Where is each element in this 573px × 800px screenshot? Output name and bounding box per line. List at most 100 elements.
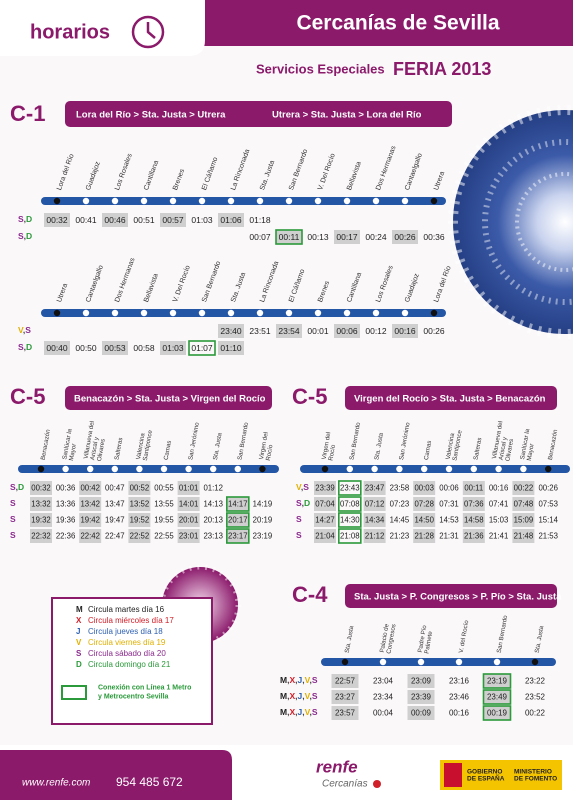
time-value: 23:39 (315, 484, 335, 493)
time-cell (177, 529, 200, 543)
ministry-label: MINISTERIO DE FOMENTO (514, 768, 557, 782)
time-value: 14:30 (340, 516, 360, 525)
station-name: Villanueva del Ariscal y Olivares (491, 419, 518, 462)
time-value: 23:52 (525, 693, 546, 702)
time-cell (363, 513, 386, 527)
station-name: Cantillana (346, 272, 363, 304)
route-bar (65, 101, 452, 127)
time-value: 19:32 (31, 516, 51, 525)
tab-label: horarios (30, 21, 110, 43)
station-dot (531, 658, 539, 666)
time-cell (331, 674, 359, 688)
station-dot (198, 197, 206, 205)
station-name: Lora del Río (433, 265, 453, 303)
time-value: 00:04 (373, 709, 394, 718)
station-dot (321, 465, 329, 473)
time-value: 00:52 (130, 484, 150, 493)
time-cell (392, 324, 418, 338)
days-label: M,X,J,V,S (280, 707, 318, 717)
time-value: 07:23 (390, 500, 410, 509)
time-value: 23:22 (525, 677, 546, 686)
time-value: 13:32 (31, 500, 51, 509)
time-value: 01:06 (220, 215, 242, 225)
time-cell (314, 513, 336, 527)
time-cell (226, 513, 249, 527)
clock-icon (131, 15, 165, 49)
time-value: 07:28 (414, 500, 434, 509)
station-name: V. Del Rocío (172, 265, 192, 304)
time-cell (102, 213, 128, 227)
time-value: 21:41 (489, 532, 509, 541)
time-value: 00:51 (133, 215, 155, 225)
station-dot (372, 197, 380, 205)
station-dot (160, 465, 168, 473)
station-dot (140, 197, 148, 205)
days-label: M,X,J,V,S (280, 675, 318, 685)
station-dot (82, 309, 90, 317)
time-cell (512, 497, 535, 511)
station-name: Benacazón (547, 428, 559, 460)
station-name: Sanlúcar la Mayor (61, 427, 80, 462)
time-value: 00:53 (104, 343, 126, 353)
legend-code: D (76, 660, 82, 669)
station-dot (341, 658, 349, 666)
station-name: Cantaelgallo (85, 264, 105, 303)
time-value: 00:47 (105, 484, 125, 493)
station-name: Camas (163, 440, 173, 461)
time-cell (314, 481, 336, 495)
station-name: Dos Hermanas (375, 145, 398, 192)
station-name: Sta. Justa (259, 160, 276, 192)
station-dot (285, 309, 293, 317)
time-value: 13:36 (56, 500, 76, 509)
metro-connection-box (337, 528, 362, 544)
time-value: 20:13 (203, 516, 223, 525)
time-value: 23:54 (278, 326, 300, 336)
time-value: 15:14 (538, 516, 558, 525)
days-label: V,S (296, 482, 309, 492)
time-value: 00:36 (423, 232, 445, 242)
time-value: 21:53 (538, 532, 558, 541)
time-value: 13:47 (105, 500, 125, 509)
time-value: 14:53 (439, 516, 459, 525)
time-cell (276, 324, 302, 338)
time-value: 00:26 (538, 484, 558, 493)
station-dot (259, 465, 266, 473)
time-value: 00:58 (133, 343, 155, 353)
metro-connection-box (482, 673, 512, 689)
station-name: Villanueva del Ariscal y Olivares (82, 419, 109, 462)
station-name: Los Rosales (114, 152, 134, 191)
time-value: 13:55 (154, 500, 174, 509)
time-value: 19:47 (105, 516, 125, 525)
station-dot (493, 658, 501, 666)
time-value: 00:09 (411, 709, 432, 718)
time-cell (413, 497, 436, 511)
station-name: Virgen del Rocío (320, 430, 339, 461)
days-label: S (10, 514, 16, 524)
station-name: Brenes (317, 280, 331, 304)
station-dot (445, 465, 453, 473)
station-name: Benacazón (40, 428, 52, 460)
legend-text: Circula jueves día 18 (88, 627, 163, 636)
time-value: 07:04 (315, 500, 335, 509)
time-cell (413, 529, 436, 543)
station-dot (140, 309, 148, 317)
station-name: Bellavista (143, 273, 160, 304)
line-label: C-4 (292, 582, 328, 607)
line-label: C-5 (292, 384, 327, 409)
station-name: Valencina Santiponce (444, 428, 463, 461)
station-dot (417, 658, 425, 666)
station-name: Utrera (56, 283, 69, 304)
time-cell (334, 324, 360, 338)
time-value: 14:58 (464, 516, 484, 525)
days-label: V,S (18, 325, 31, 335)
time-value: 20:19 (253, 516, 273, 525)
station-dot (111, 197, 119, 205)
legend-box (51, 597, 213, 725)
time-value: 00:24 (365, 232, 387, 242)
station-dot (314, 197, 322, 205)
time-cell (407, 674, 435, 688)
station-dot (87, 465, 94, 473)
station-name: Valencina Santiponce (135, 428, 154, 461)
time-cell (314, 497, 336, 511)
time-value: 20:17 (228, 516, 248, 525)
